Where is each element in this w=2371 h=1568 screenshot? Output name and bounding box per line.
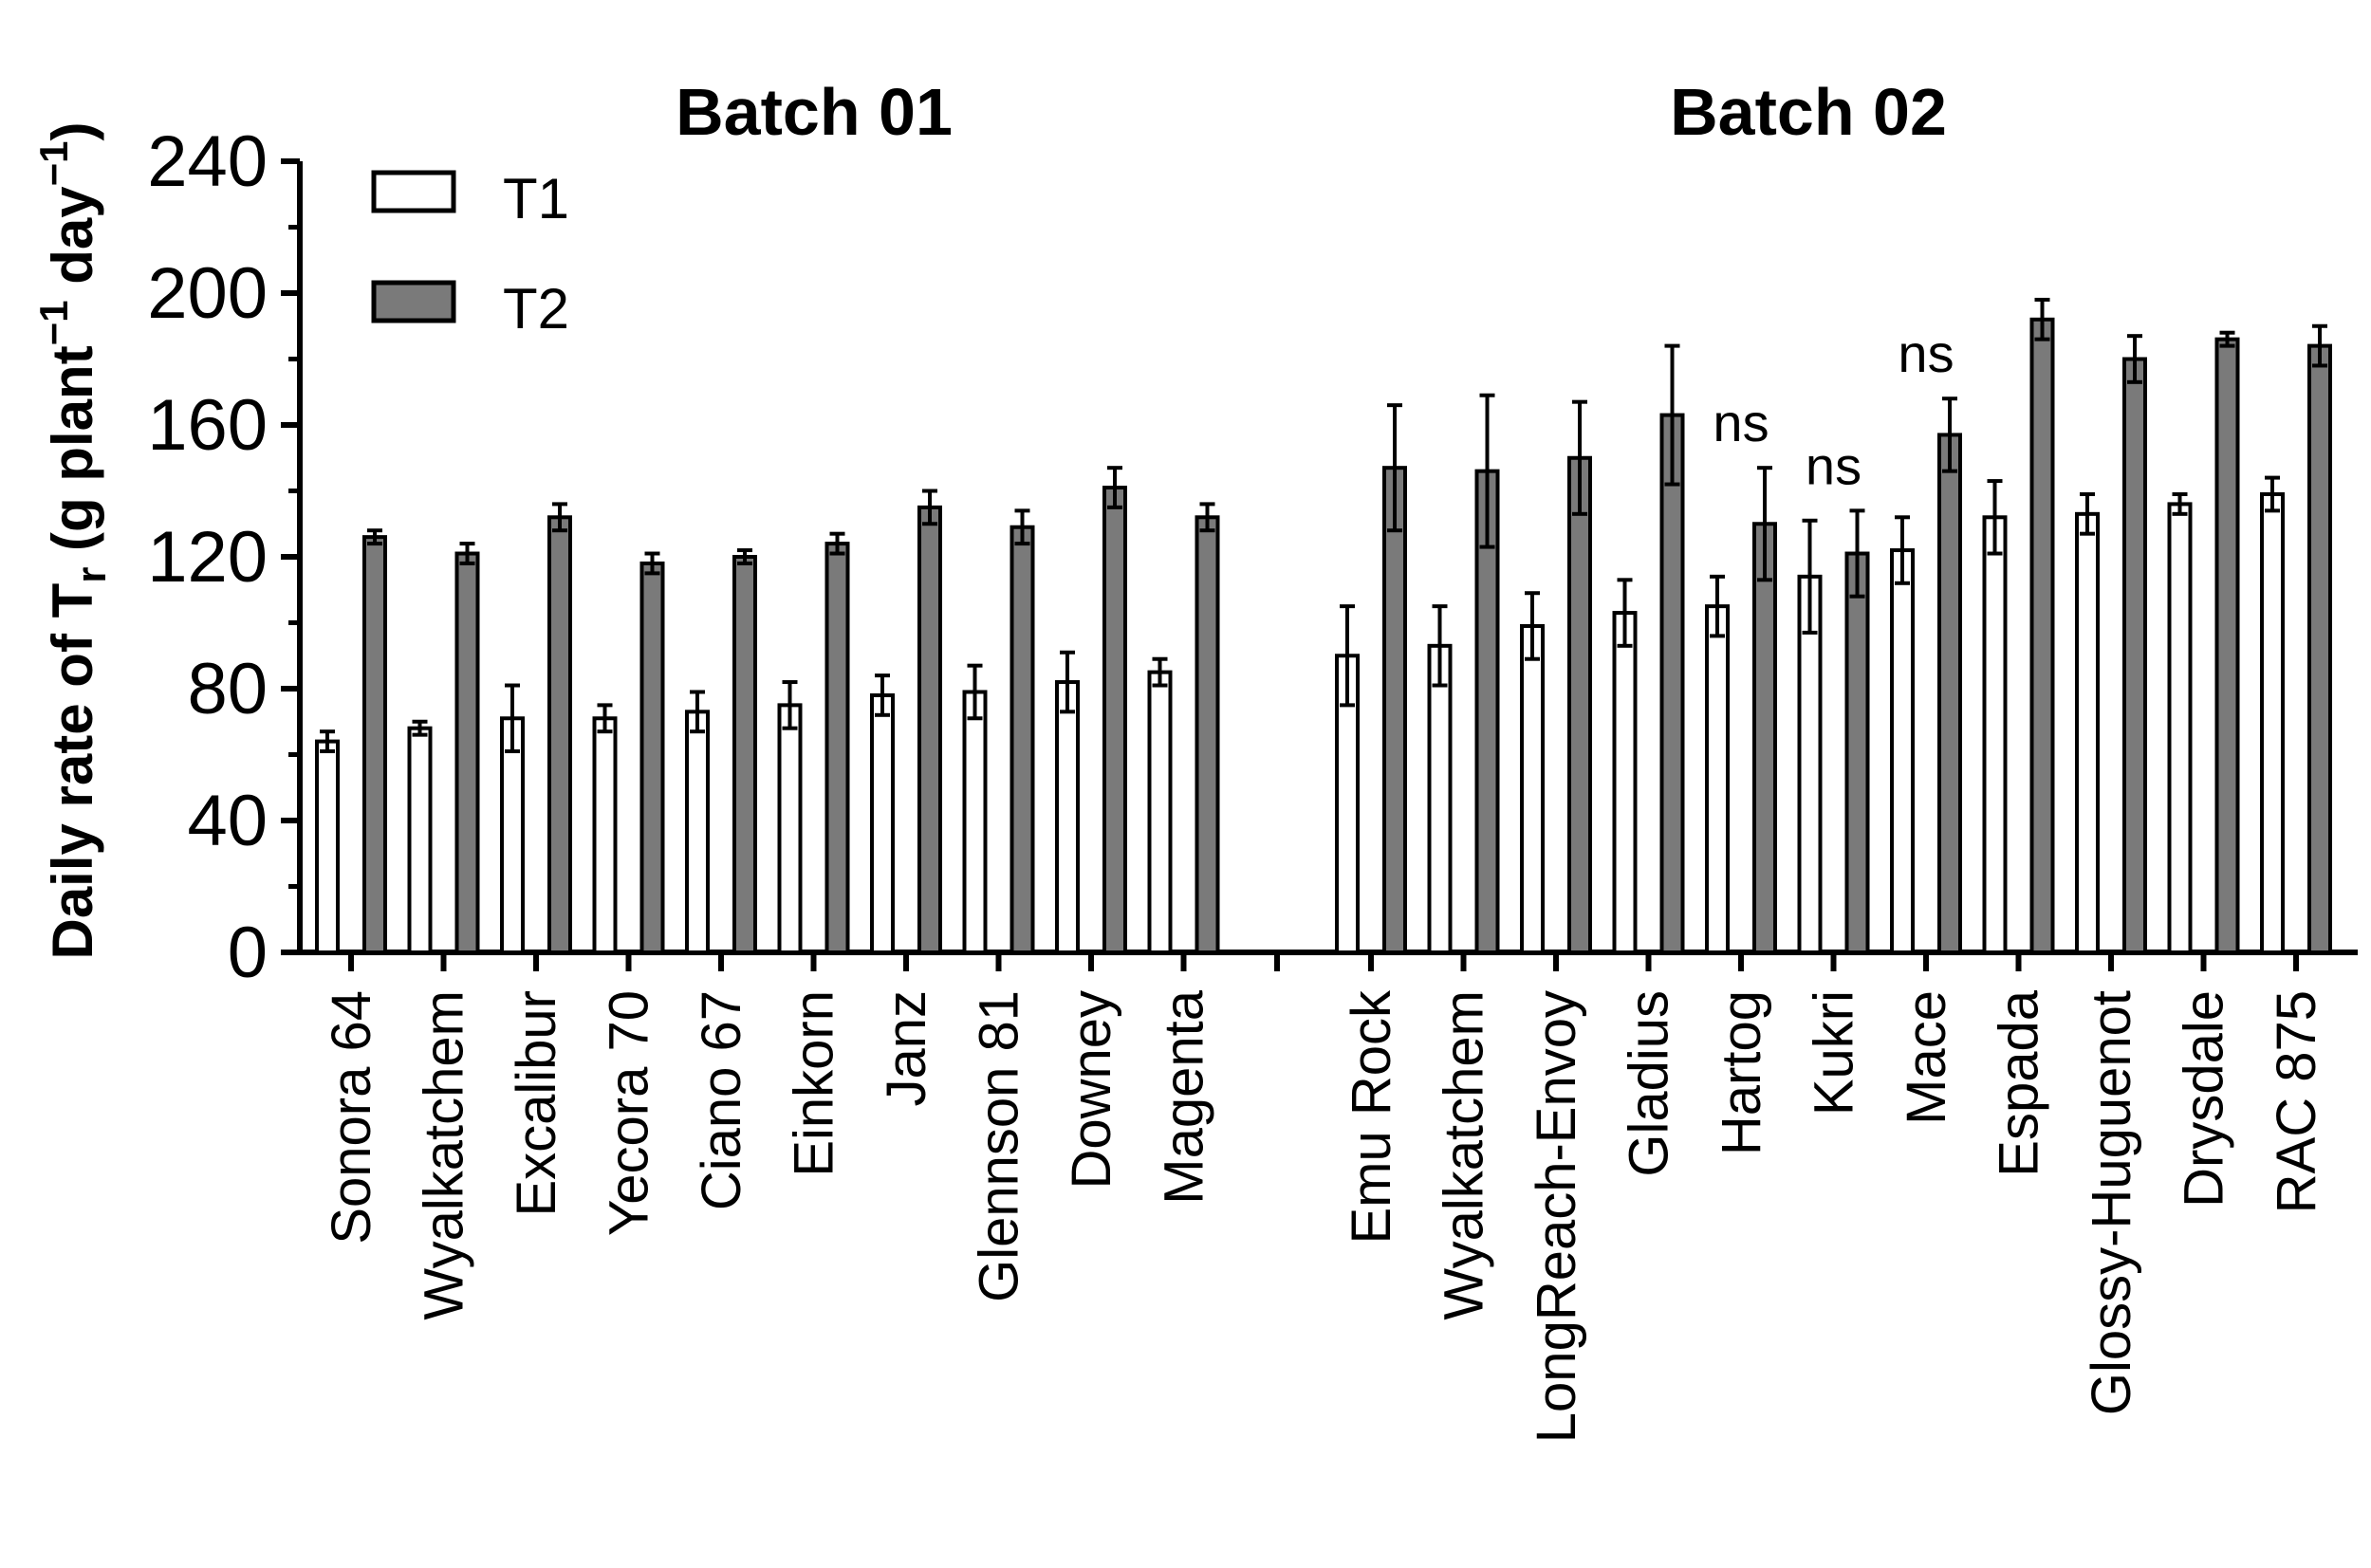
bar-t1	[1055, 680, 1080, 954]
x-tick-label: Ciano 67	[691, 990, 752, 1210]
x-tick-label: Janz	[876, 990, 937, 1107]
batch-01-title: Batch 01	[676, 75, 953, 149]
x-tick-label: Wyalkatchem	[414, 990, 475, 1320]
x-tick-label: Excalibur	[506, 990, 567, 1217]
bar-t2	[824, 542, 850, 954]
y-tick-label: 160	[147, 385, 268, 466]
y-tick-label: 80	[187, 649, 268, 729]
bar-t2	[1567, 455, 1592, 954]
y-axis-label-sub: r	[68, 567, 115, 583]
y-axis-label-exp1: −1	[31, 300, 76, 345]
bar-t2	[454, 551, 480, 955]
bar-t2	[2214, 337, 2240, 954]
bar-t2	[1752, 522, 1777, 954]
bar-t1	[1427, 643, 1453, 954]
bar-t1	[1982, 515, 2008, 954]
x-tick-label: Drysdale	[2174, 990, 2235, 1208]
bar-t1	[1890, 548, 1915, 954]
y-tick-label: 0	[228, 913, 268, 993]
bar-t1	[1520, 623, 1545, 954]
legend-label-t1: T1	[503, 167, 569, 231]
x-tick-label: Sonora 64	[321, 990, 382, 1245]
bar-t2	[2029, 317, 2055, 954]
legend: T1 T2	[371, 167, 569, 341]
bar-t1	[962, 690, 988, 954]
x-tick-label: Mace	[1896, 990, 1957, 1125]
x-tick-label: Kukri	[1804, 990, 1865, 1116]
bar-t1	[315, 739, 340, 954]
bar-t1	[407, 726, 433, 955]
y-axis-label-unit-close: )	[41, 121, 104, 140]
x-tick-label: Hartog	[1711, 990, 1772, 1155]
legend-swatch-t1	[371, 170, 456, 213]
x-tick-label: Espada	[1989, 989, 2050, 1176]
y-tick-label: 120	[147, 517, 268, 598]
significance-label: ns	[1898, 323, 1954, 383]
y-axis-label: Daily rate of Tr (g plant−1 day−1)	[31, 121, 115, 959]
significance-label: ns	[1713, 393, 1769, 452]
x-tick-label: Magenta	[1154, 989, 1215, 1204]
bar-t2	[917, 505, 942, 954]
x-tick-label: Glennson 81	[969, 990, 1030, 1302]
bar-t2	[1382, 466, 1407, 954]
x-tick-label: LongReach-Envoy	[1526, 990, 1587, 1443]
bar-t1	[685, 710, 710, 955]
y-axis-label-exp2: −1	[31, 140, 76, 186]
bar-t2	[1195, 515, 1220, 954]
significance-label: ns	[1806, 435, 1862, 495]
y-tick-label: 200	[147, 253, 268, 334]
bar-t2	[2307, 343, 2332, 955]
y-axis-label-prefix: Daily rate of T	[41, 583, 104, 960]
bar-t1	[2167, 502, 2193, 955]
bar-t2	[1102, 486, 1127, 955]
legend-label-t2: T2	[503, 277, 569, 341]
y-ticks: 0 40 80 120 160 200 240	[147, 121, 300, 993]
x-tick-label: Glossy-Huguenot	[2081, 990, 2142, 1415]
x-tick-label: Einkorn	[784, 990, 845, 1177]
y-axis-label-unit-open: (g plant	[41, 345, 104, 566]
bar-t2	[732, 555, 757, 954]
bar-t1	[2075, 511, 2100, 954]
x-tick-label: RAC 875	[2266, 990, 2327, 1213]
bar-t1	[870, 692, 895, 954]
batch-02-title: Batch 02	[1670, 75, 1947, 149]
bar-t2	[547, 515, 572, 954]
x-tick-label: Emu Rock	[1341, 989, 1402, 1245]
bar-t1	[592, 716, 618, 955]
bar-t1	[2260, 491, 2285, 954]
bar-t2	[1937, 433, 1962, 954]
legend-swatch-t2	[371, 280, 456, 323]
bar-t1	[1705, 604, 1730, 954]
y-axis-label-unit-mid: day	[41, 186, 104, 301]
bar-t2	[1010, 525, 1035, 954]
bar-t2	[1844, 551, 1870, 955]
x-tick-label: Gladius	[1619, 990, 1680, 1177]
bar-t1	[1147, 670, 1173, 954]
bar-t1	[1612, 611, 1638, 954]
x-tick-label: Wyalkatchem	[1434, 990, 1495, 1320]
bar-t1	[500, 716, 525, 955]
bar-t2	[639, 561, 665, 954]
bar-t1	[777, 703, 803, 954]
y-tick-label: 240	[147, 121, 268, 202]
bar-t2	[2122, 357, 2147, 954]
x-tick-label: Yecora 70	[599, 990, 660, 1236]
bar-t2	[1659, 413, 1685, 954]
bar-t2	[362, 535, 387, 955]
x-labels: Sonora 64 Wyalkatchem Excalibur Yecora 70 Ci…	[321, 952, 2327, 1443]
x-tick-label: Downey	[1061, 990, 1122, 1190]
y-tick-label: 40	[187, 781, 268, 861]
